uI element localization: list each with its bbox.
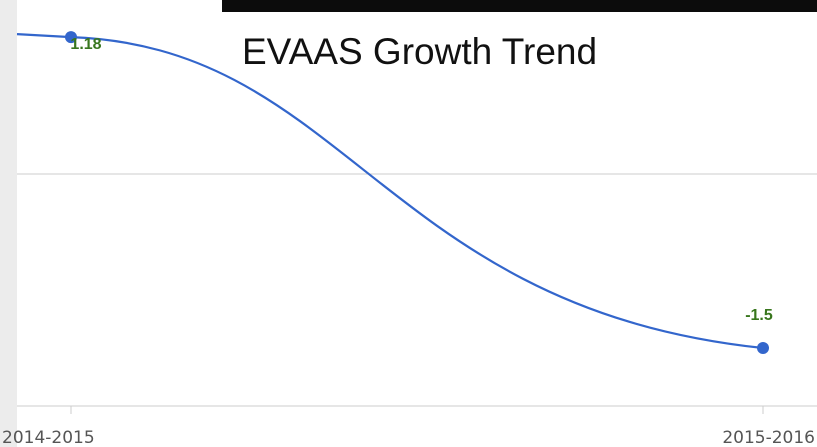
chart-panel [17,0,817,447]
chart-title: EVAAS Growth Trend [242,31,597,72]
series-line [16,33,764,350]
x-tick-label-1: 2014-2015 [2,428,95,447]
data-label-1: 1.18 [70,36,101,53]
data-label-2: -1.5 [745,307,773,324]
data-point-2 [757,342,769,354]
series-group [16,31,769,354]
gridlines [17,173,817,414]
top-bar [222,0,817,12]
labels-group: 1.18 -1.5 2014-2015 2015-2016 [2,36,815,447]
x-tick-label-2: 2015-2016 [722,428,815,447]
data-point-1 [65,31,77,44]
